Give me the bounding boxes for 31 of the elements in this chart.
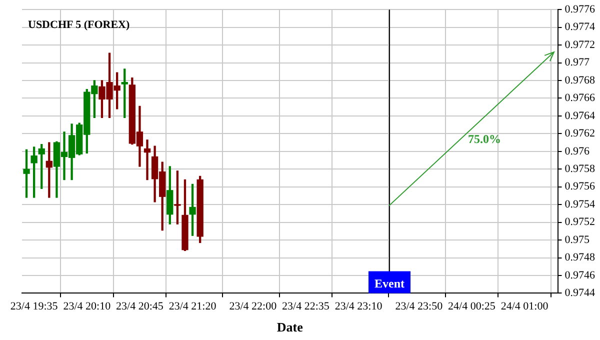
x-tick-label: 23/4 20:10 <box>63 300 112 313</box>
x-axis-title: Date <box>276 320 304 335</box>
y-tick-label: 0.9776 <box>564 3 596 16</box>
x-tick-label: 23/4 19:35 <box>10 300 58 313</box>
x-tick-label: 23/4 22:00 <box>229 300 278 313</box>
y-tick-label: 0.9746 <box>564 269 596 282</box>
y-tick-label: 0.9768 <box>564 74 596 86</box>
y-tick-label: 0.976 <box>564 145 590 158</box>
y-tick-label: 0.9748 <box>564 252 596 264</box>
y-tick-label: 0.9762 <box>564 128 595 140</box>
x-tick-label: 24/4 01:00 <box>500 300 549 313</box>
x-tick-label: 24/4 00:25 <box>448 300 496 313</box>
y-tick-label: 0.9774 <box>564 21 596 34</box>
y-tick-label: 0.9756 <box>564 180 596 193</box>
y-tick-label: 0.9754 <box>564 198 596 210</box>
ref-line-label: Event <box>374 276 405 290</box>
x-tick-label: 23/4 22:35 <box>282 300 330 313</box>
y-tick-label: 0.977 <box>564 56 590 69</box>
y-tick-label: 0.9766 <box>564 92 596 104</box>
annotation: 75.0% <box>468 132 501 146</box>
y-tick-label: 0.9752 <box>564 216 595 228</box>
y-tick-label: 0.9764 <box>564 110 596 122</box>
y-tick-label: 0.9758 <box>564 163 596 176</box>
y-tick-label: 0.975 <box>564 234 590 246</box>
x-tick-label: 23/4 23:10 <box>334 300 383 313</box>
text: USDCHF 5 (FOREX) <box>28 18 130 31</box>
x-tick-label: 23/4 20:45 <box>116 300 164 313</box>
x-tick-label: 23/4 21:20 <box>168 300 217 313</box>
y-tick-label: 0.9772 <box>564 38 595 51</box>
y-tick-label: 0.9744 <box>564 287 596 300</box>
x-tick-label: 23/4 23:50 <box>395 300 444 313</box>
